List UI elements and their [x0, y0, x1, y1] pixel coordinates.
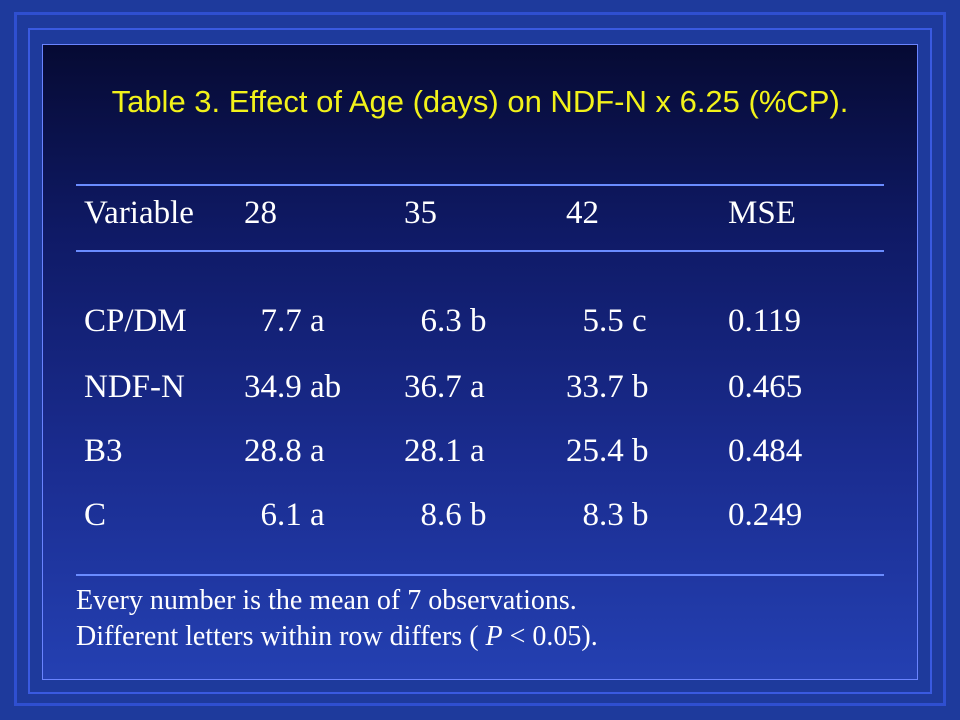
footnote-significance-post: < 0.05).: [502, 621, 598, 652]
header-variable: Variable: [84, 195, 194, 231]
row-cpdm-label: CP/DM: [84, 303, 187, 339]
slide-title: Table 3. Effect of Age (days) on NDF-N x…: [111, 84, 849, 119]
row-c-28: 6.1 a: [244, 497, 325, 533]
row-ndfn-28: 34.9 ab: [244, 369, 342, 405]
row-b3-28: 28.8 a: [244, 433, 325, 469]
row-b3-35: 28.1 a: [404, 433, 485, 469]
row-cpdm-42: 5.5 c: [566, 303, 647, 339]
table-top-rule: [76, 184, 884, 186]
footnote-significance: Different letters within row differs ( P…: [76, 620, 598, 654]
table-header-rule: [76, 250, 884, 252]
outer-border: [14, 12, 946, 706]
inner-border: [28, 28, 932, 694]
footnote-mean: Every number is the mean of 7 observatio…: [76, 585, 577, 616]
header-mse: MSE: [728, 195, 796, 231]
row-cpdm-mse: 0.119: [728, 303, 802, 339]
row-ndfn-42: 33.7 b: [566, 369, 649, 405]
row-b3-label: B3: [84, 433, 123, 469]
row-ndfn-35: 36.7 a: [404, 369, 485, 405]
row-c-mse: 0.249: [728, 497, 803, 533]
footnote-p-symbol: P: [485, 621, 503, 652]
row-b3-42: 25.4 b: [566, 433, 649, 469]
row-c-label: C: [84, 497, 107, 533]
row-cpdm-28: 7.7 a: [244, 303, 325, 339]
row-b3-mse: 0.484: [728, 433, 803, 469]
footnote-significance-pre: Different letters within row differs (: [76, 621, 486, 652]
table-bottom-rule: [76, 574, 884, 576]
row-ndfn-label: NDF-N: [84, 369, 185, 405]
header-28: 28: [244, 195, 277, 231]
row-ndfn-mse: 0.465: [728, 369, 803, 405]
header-42: 42: [566, 195, 599, 231]
row-cpdm-35: 6.3 b: [404, 303, 487, 339]
row-c-42: 8.3 b: [566, 497, 649, 533]
row-c-35: 8.6 b: [404, 497, 487, 533]
header-35: 35: [404, 195, 437, 231]
